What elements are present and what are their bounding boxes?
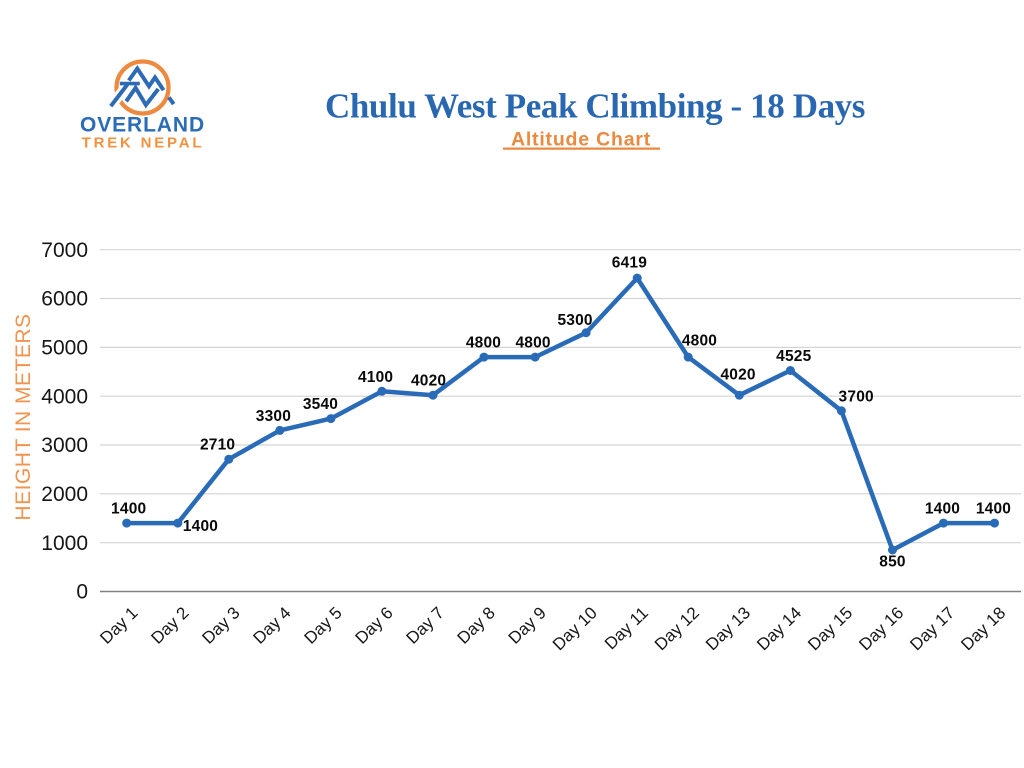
svg-text:3700: 3700 xyxy=(839,388,874,405)
svg-text:4800: 4800 xyxy=(682,333,717,350)
svg-text:6419: 6419 xyxy=(612,255,647,272)
svg-text:OVERLAND: OVERLAND xyxy=(80,114,205,137)
svg-text:6000: 6000 xyxy=(41,288,88,311)
svg-text:4000: 4000 xyxy=(41,385,88,408)
svg-text:5000: 5000 xyxy=(41,337,88,360)
svg-text:1400: 1400 xyxy=(925,501,960,518)
svg-text:4800: 4800 xyxy=(515,335,550,352)
svg-text:3540: 3540 xyxy=(303,396,338,413)
svg-text:3000: 3000 xyxy=(41,434,88,457)
svg-text:1000: 1000 xyxy=(41,532,88,555)
svg-text:4100: 4100 xyxy=(358,369,393,386)
svg-text:4020: 4020 xyxy=(411,373,446,390)
svg-text:2000: 2000 xyxy=(41,483,88,506)
svg-text:5300: 5300 xyxy=(557,312,592,329)
svg-text:3300: 3300 xyxy=(256,408,291,425)
svg-text:1400: 1400 xyxy=(976,501,1011,518)
svg-text:4800: 4800 xyxy=(466,335,501,352)
svg-text:TREK NEPAL: TREK NEPAL xyxy=(82,135,205,152)
svg-text:Chulu West Peak Climbing - 18: Chulu West Peak Climbing - 18 Days xyxy=(325,87,865,126)
svg-text:HEIGHT IN METERS: HEIGHT IN METERS xyxy=(12,313,35,520)
svg-text:0: 0 xyxy=(76,581,88,604)
svg-text:7000: 7000 xyxy=(41,239,88,262)
svg-text:850: 850 xyxy=(879,554,905,571)
svg-text:Altitude Chart: Altitude Chart xyxy=(511,129,651,151)
svg-text:1400: 1400 xyxy=(111,501,146,518)
svg-text:4525: 4525 xyxy=(776,348,811,365)
svg-text:2710: 2710 xyxy=(200,437,235,454)
svg-text:4020: 4020 xyxy=(720,367,755,384)
svg-text:1400: 1400 xyxy=(183,518,218,535)
